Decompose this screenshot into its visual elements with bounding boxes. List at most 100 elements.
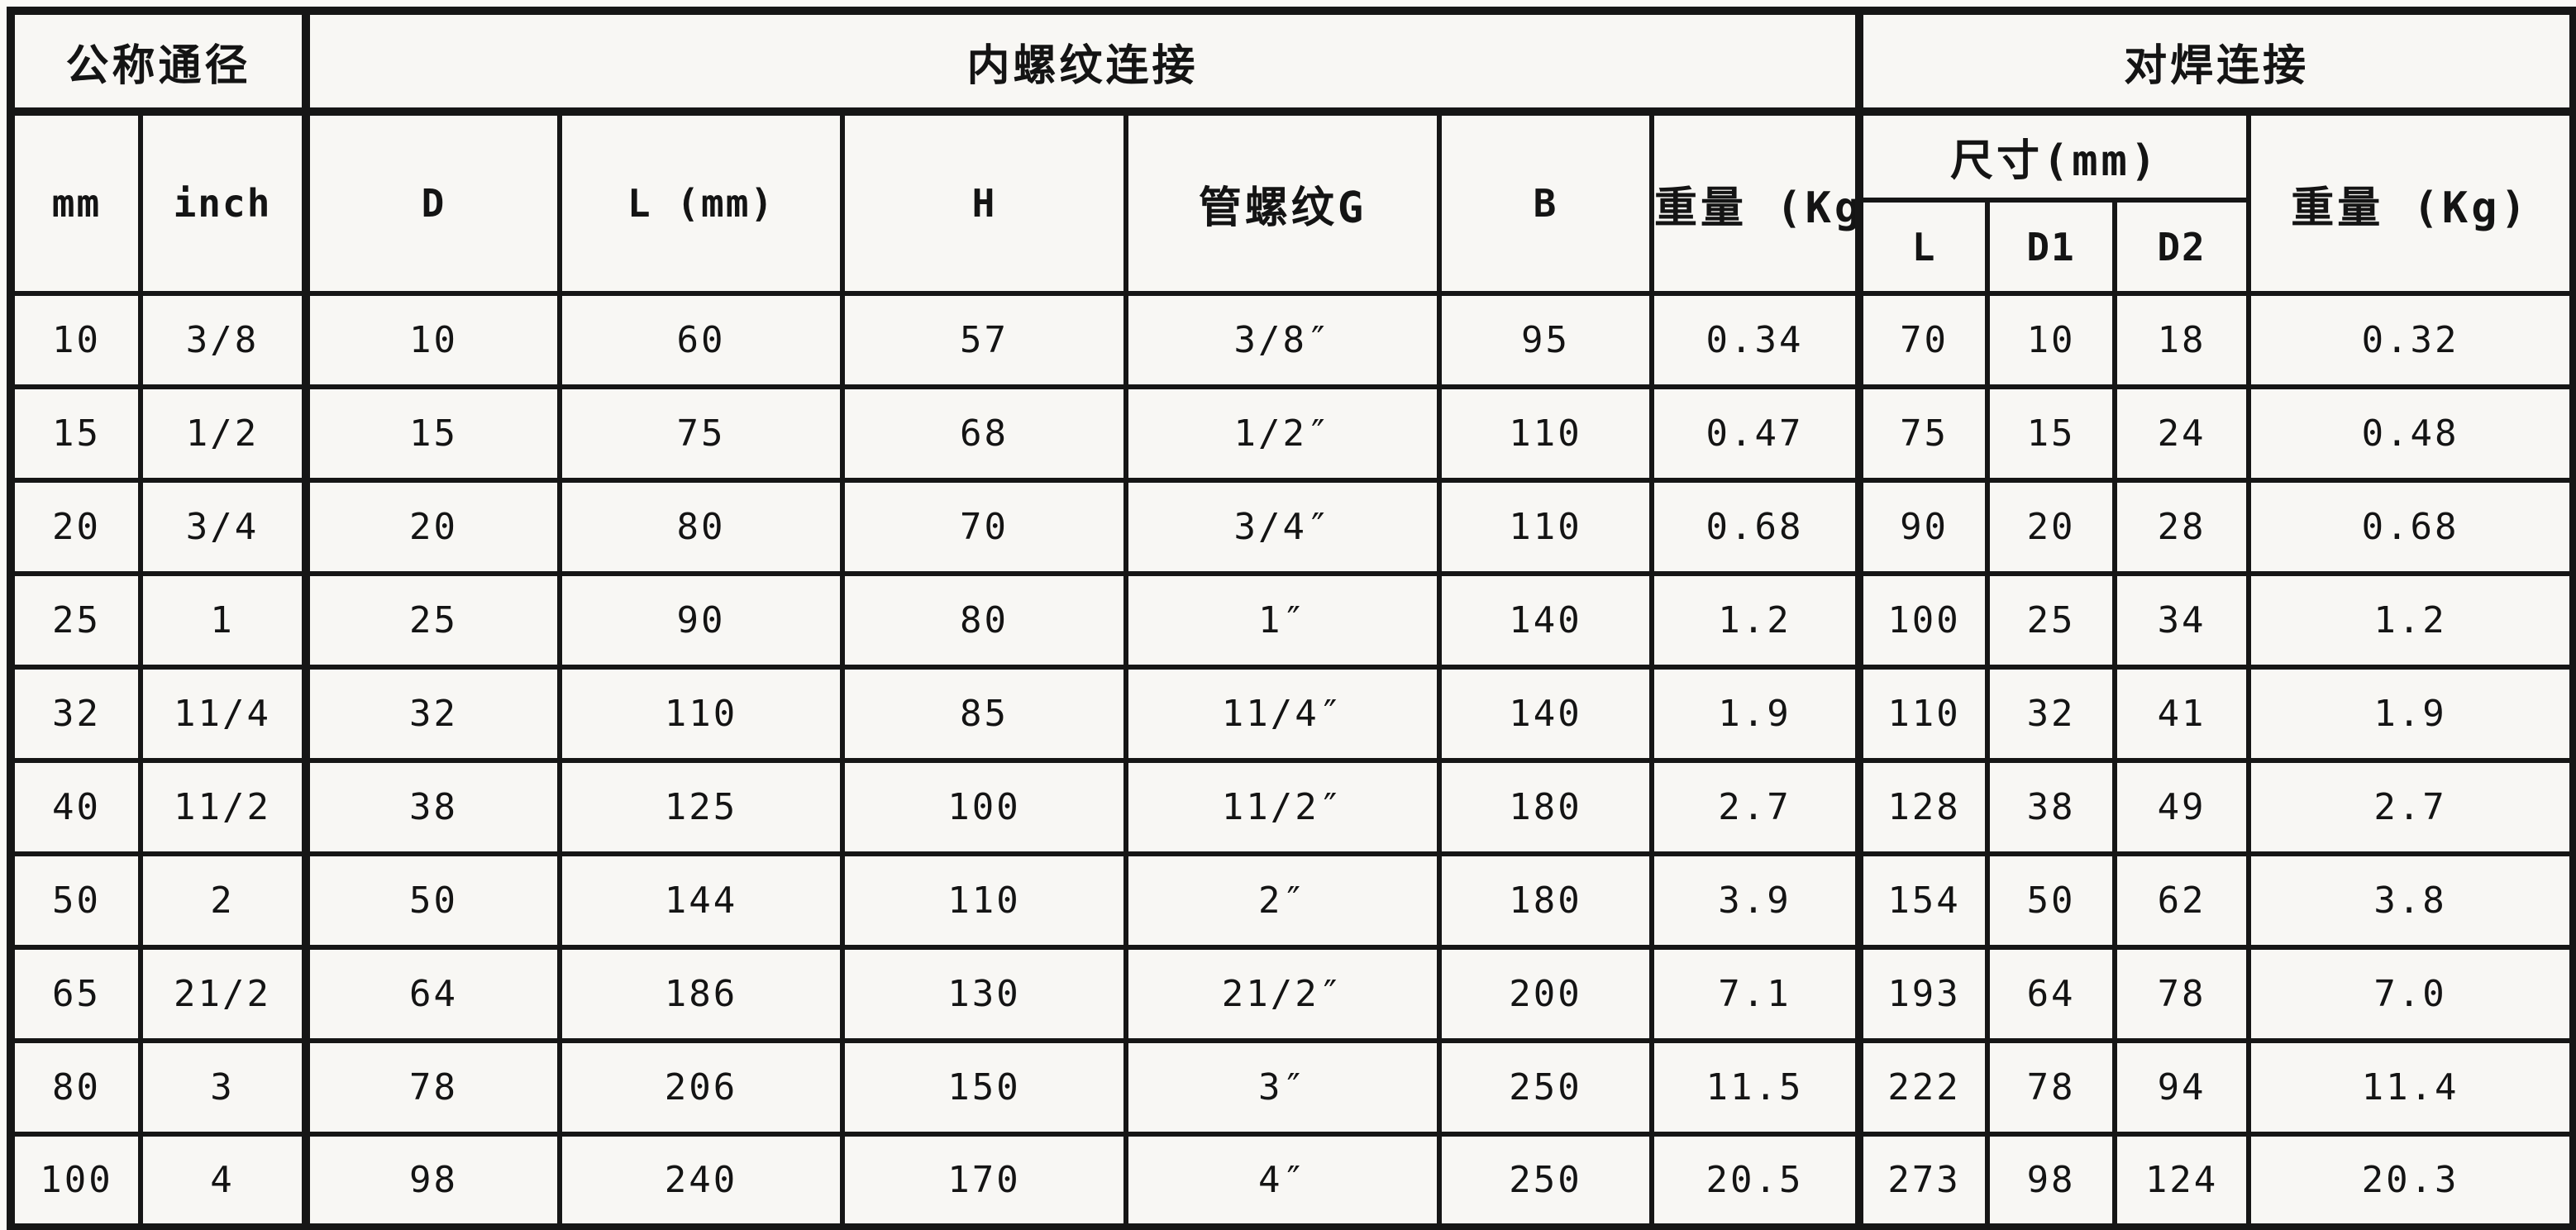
table-cell: 90 — [1855, 478, 1991, 576]
table-row: 10 3/8 10 60 57 3/8″ 95 0.34 70 10 18 0.32 — [8, 291, 2576, 389]
table-cell: 50 — [1985, 851, 2118, 950]
table-cell: 130 — [840, 945, 1129, 1043]
table-cell: 70 — [840, 478, 1129, 576]
table-cell: 1.9 — [1649, 665, 1863, 763]
table-cell: 3/8 — [137, 291, 309, 389]
table-cell: 4″ — [1123, 1132, 1443, 1230]
table-cell: 32 — [8, 665, 143, 763]
column-header-l-mm: L (mm) — [557, 109, 846, 296]
table-cell: 273 — [1855, 1132, 1991, 1230]
column-header-pipe-thread-g: 管螺纹G — [1123, 109, 1443, 296]
table-cell: 15 — [1985, 384, 2118, 483]
table-cell: 64 — [1985, 945, 2118, 1043]
column-header-b: B — [1437, 109, 1655, 296]
table-cell: 68 — [840, 384, 1129, 483]
table-cell: 1.9 — [2246, 665, 2576, 763]
table-cell: 0.48 — [2246, 384, 2576, 483]
header-row-size-subcolumns: L D1 D2 — [11, 198, 2574, 296]
table-cell: 124 — [2112, 1132, 2252, 1230]
table-cell: 20 — [1985, 478, 2118, 576]
table-row: 80 3 78 206 150 3″ 250 11.5 222 78 94 11.4 — [8, 1038, 2576, 1137]
table-cell: 15 — [302, 384, 563, 483]
table-cell: 1/2 — [137, 384, 309, 483]
table-cell: 0.68 — [1649, 478, 1863, 576]
table-cell: 75 — [1855, 384, 1991, 483]
header-buttweld-section: 对焊连接 — [1855, 8, 2576, 116]
table-cell: 0.32 — [2246, 291, 2576, 389]
table-cell: 41 — [2112, 665, 2252, 763]
table-cell: 1.2 — [1649, 571, 1863, 670]
table-cell: 10 — [302, 291, 563, 389]
table-cell: 28 — [2112, 478, 2252, 576]
table-cell: 3/4 — [137, 478, 309, 576]
table-cell: 140 — [1437, 571, 1655, 670]
table-cell: 4 — [137, 1132, 309, 1230]
table-cell: 10 — [8, 291, 143, 389]
table-cell: 3 — [137, 1038, 309, 1137]
table-cell: 100 — [8, 1132, 143, 1230]
table-cell: 11/2 — [137, 758, 309, 856]
table-cell: 222 — [1855, 1038, 1991, 1137]
table-cell: 20 — [302, 478, 563, 576]
table-row: 65 21/2 64 186 130 21/2″ 200 7.1 193 64 78 7.0 — [8, 945, 2576, 1043]
table-cell: 65 — [8, 945, 143, 1043]
table-cell: 21/2 — [137, 945, 309, 1043]
table-cell: 11.5 — [1649, 1038, 1863, 1137]
table-cell: 1/2″ — [1123, 384, 1443, 483]
table-cell: 20.3 — [2246, 1132, 2576, 1230]
table-cell: 25 — [1985, 571, 2118, 670]
pipe-spec-table: 公称通径 内螺纹连接 对焊连接 mm inch D L (mm) H 管螺纹G … — [7, 7, 2576, 1230]
table-cell: 64 — [302, 945, 563, 1043]
table-cell: 186 — [557, 945, 846, 1043]
column-header-h: H — [840, 109, 1129, 296]
table-cell: 50 — [302, 851, 563, 950]
table-cell: 128 — [1855, 758, 1991, 856]
table-cell: 95 — [1437, 291, 1655, 389]
table-cell: 11/4 — [137, 665, 309, 763]
table-cell: 7.1 — [1649, 945, 1863, 1043]
table-cell: 20.5 — [1649, 1132, 1863, 1230]
table-row: 20 3/4 20 80 70 3/4″ 110 0.68 90 20 28 0.68 — [8, 478, 2576, 576]
table-cell: 0.34 — [1649, 291, 1863, 389]
table-row: 32 11/4 32 110 85 11/4″ 140 1.9 110 32 41 1.9 — [8, 665, 2576, 763]
table-row: 15 1/2 15 75 68 1/2″ 110 0.47 75 15 24 0.48 — [8, 384, 2576, 483]
table-cell: 38 — [1985, 758, 2118, 856]
header-nominal-diameter: 公称通径 — [7, 8, 309, 116]
table-cell: 94 — [2112, 1038, 2252, 1137]
table-cell: 11/4″ — [1123, 665, 1443, 763]
table-cell: 240 — [557, 1132, 846, 1230]
table-cell: 78 — [302, 1038, 563, 1137]
table-cell: 15 — [8, 384, 143, 483]
table-cell: 2.7 — [2246, 758, 2576, 856]
table-cell: 250 — [1437, 1038, 1655, 1137]
table-cell: 62 — [2112, 851, 2252, 950]
table-row: 100 4 98 240 170 4″ 250 20.5 273 98 124 20.3 — [8, 1132, 2576, 1230]
column-header-d2: D2 — [2112, 198, 2252, 296]
table-cell: 80 — [8, 1038, 143, 1137]
table-row: 25 1 25 90 80 1″ 140 1.2 100 25 34 1.2 — [8, 571, 2576, 670]
column-header-weight-threaded: 重量 (Kg) — [1649, 109, 1863, 296]
table-cell: 34 — [2112, 571, 2252, 670]
table-cell: 110 — [1437, 384, 1655, 483]
table-cell: 25 — [8, 571, 143, 670]
column-header-d: D — [302, 109, 563, 296]
table-cell: 180 — [1437, 758, 1655, 856]
table-cell: 0.68 — [2246, 478, 2576, 576]
table-cell: 98 — [1985, 1132, 2118, 1230]
table-cell: 78 — [1985, 1038, 2118, 1137]
header-size-mm: 尺寸(mm) — [1855, 109, 2252, 203]
header-threaded-section: 内螺纹连接 — [302, 8, 1863, 116]
table-cell: 32 — [302, 665, 563, 763]
column-header-l2: L — [1855, 198, 1991, 296]
table-cell: 180 — [1437, 851, 1655, 950]
table-cell: 150 — [840, 1038, 1129, 1137]
table-cell: 70 — [1855, 291, 1991, 389]
table-cell: 3.8 — [2246, 851, 2576, 950]
table-cell: 170 — [840, 1132, 1129, 1230]
column-header-inch: inch — [137, 109, 309, 296]
table-cell: 57 — [840, 291, 1129, 389]
table-cell: 11/2″ — [1123, 758, 1443, 856]
table-cell: 110 — [1855, 665, 1991, 763]
table-cell: 40 — [8, 758, 143, 856]
table-cell: 90 — [557, 571, 846, 670]
